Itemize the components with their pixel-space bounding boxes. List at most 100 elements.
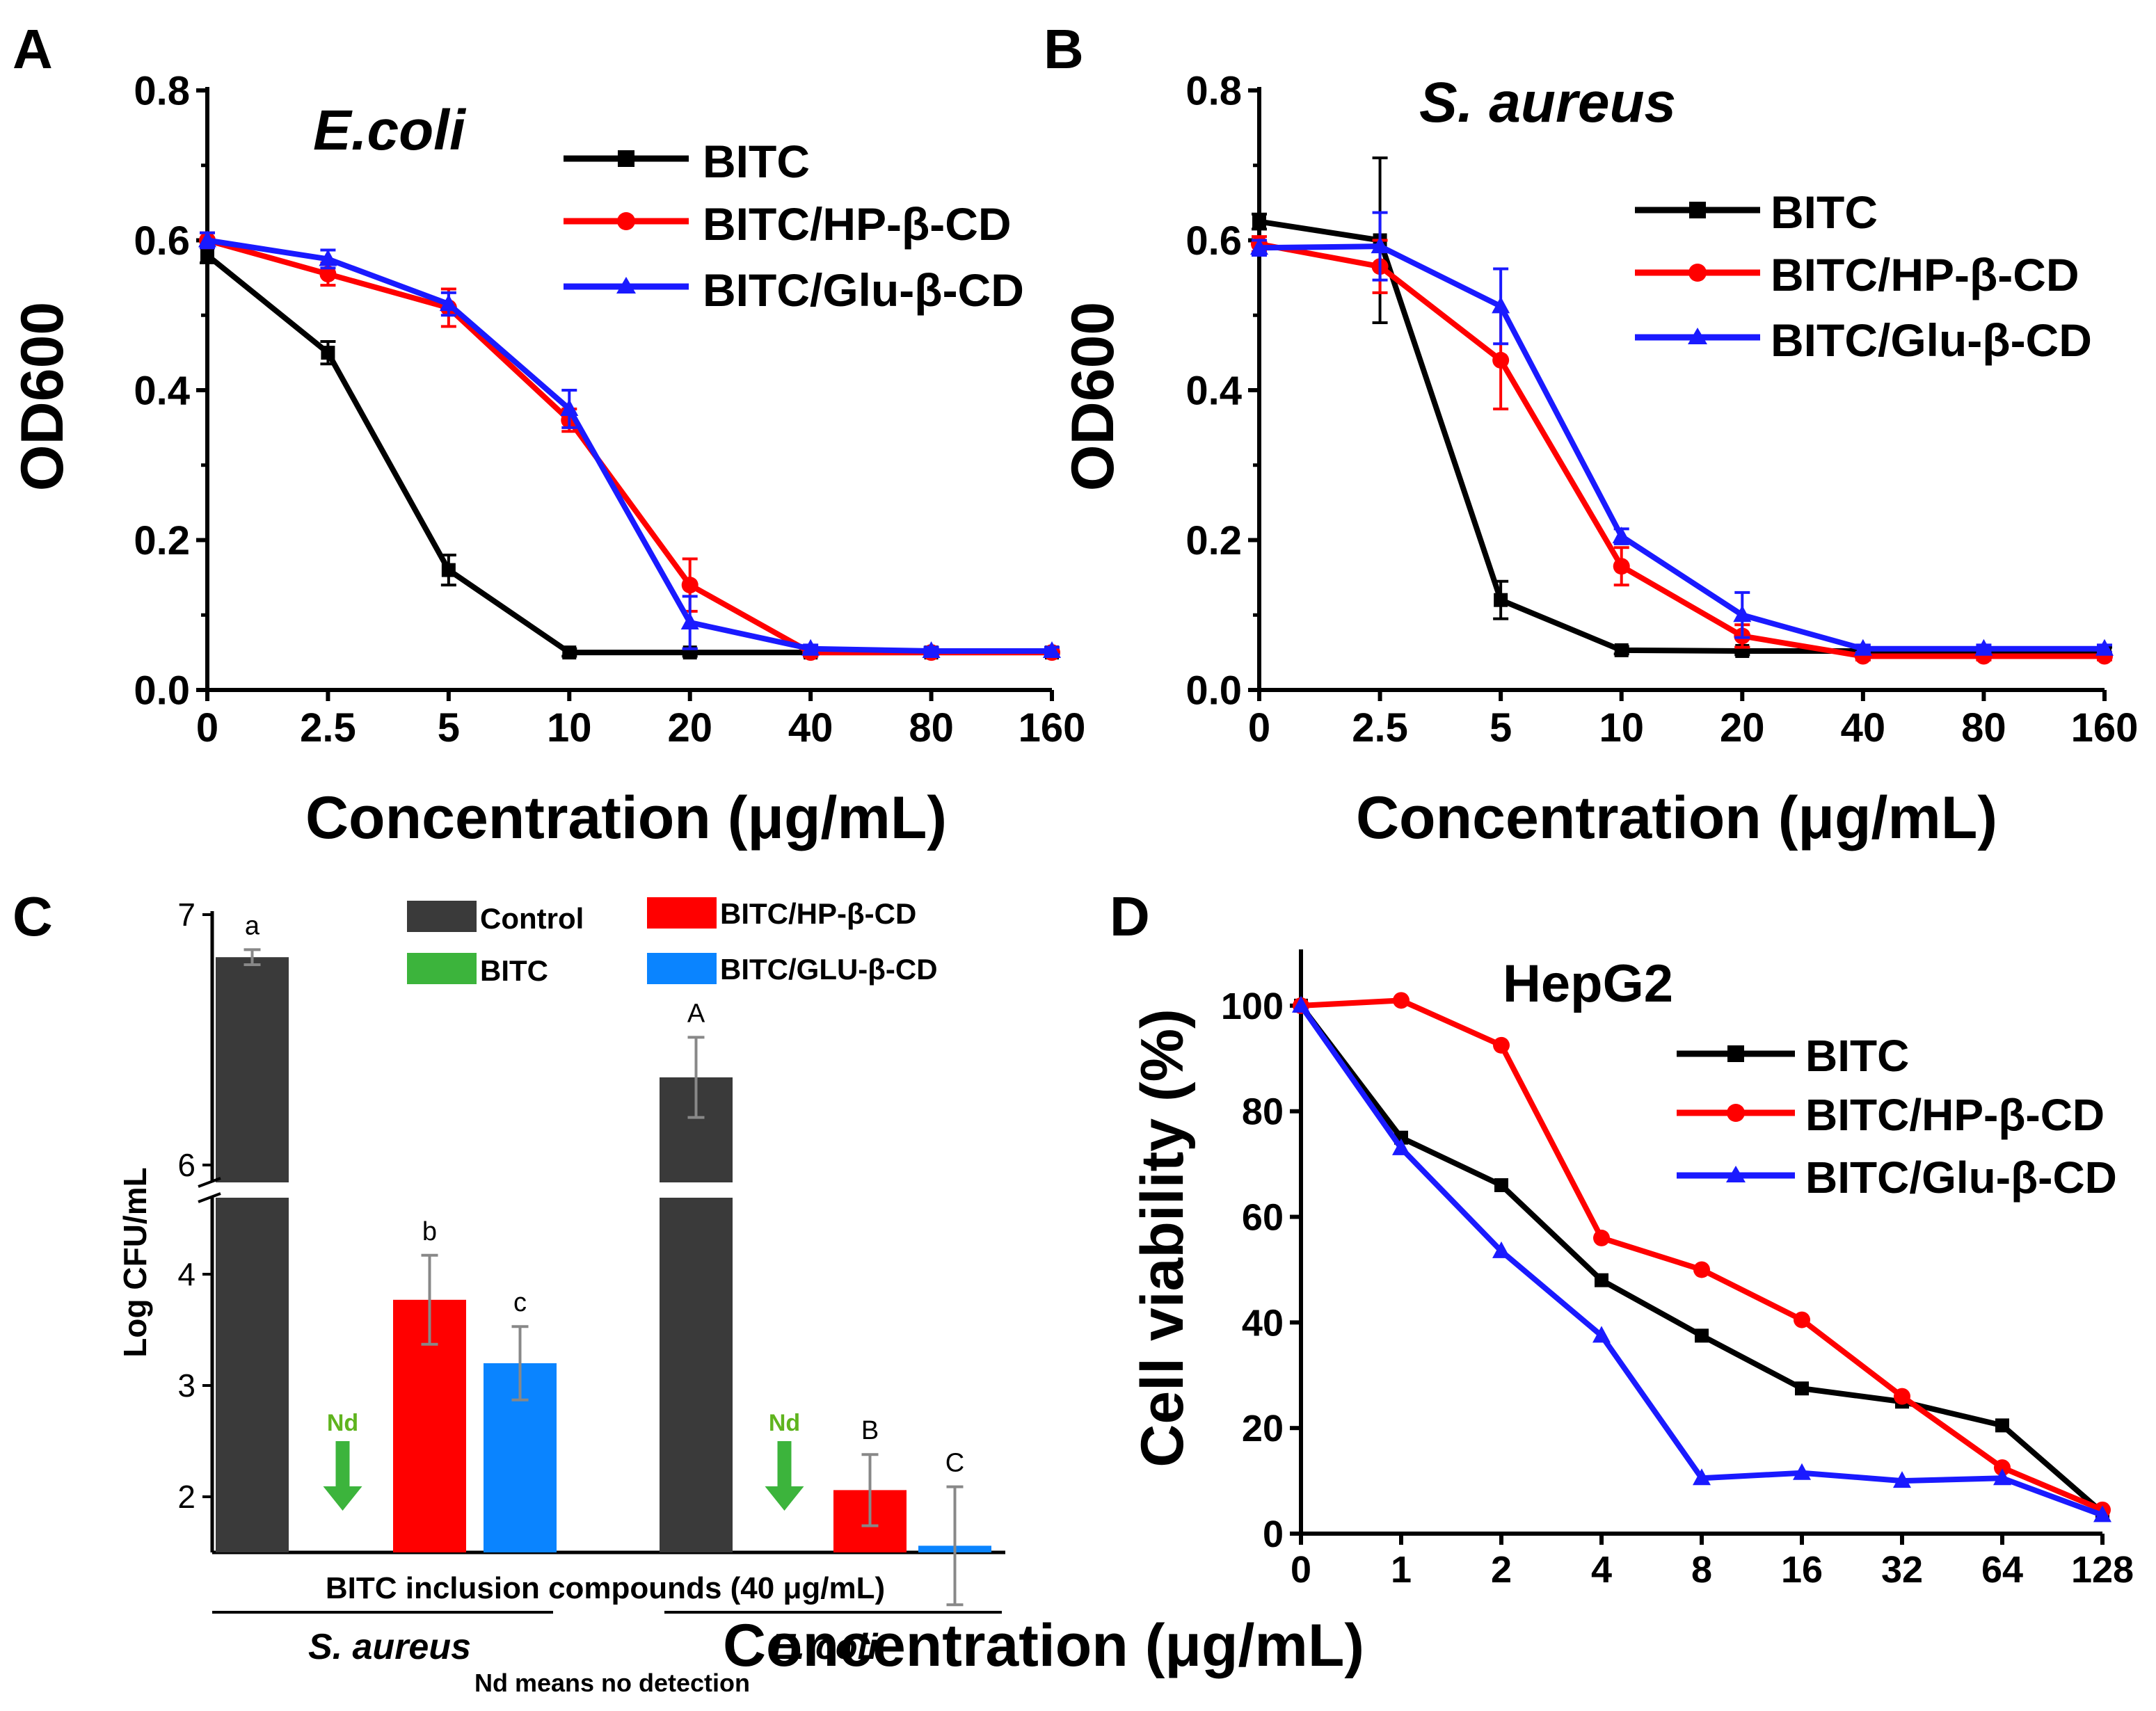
chart-d-series-2-point	[1392, 1138, 1410, 1155]
chart-c-bar	[216, 957, 289, 1552]
chart-d-series-0-point	[1494, 1178, 1508, 1192]
chart-b-series-2-point	[1853, 638, 1872, 656]
chart-a-series-2-point	[680, 613, 699, 630]
chart-a-series-1-point	[681, 577, 698, 594]
legend-b-s3: BITC/Glu-β-CD	[1771, 314, 2092, 366]
chart-c-note: Nd means no detection	[474, 1669, 750, 1697]
chart-b-ytick-label: 0.8	[1185, 68, 1242, 113]
chart-c-sig-label: a	[245, 911, 260, 940]
chart-d-xtick-label: 1	[1391, 1549, 1412, 1591]
chart-d-series-2-point	[1893, 1471, 1911, 1488]
chart-c-sig-label: A	[687, 999, 705, 1028]
chart-a-series-2-point	[439, 294, 458, 312]
chart-c-ytick-label: 4	[177, 1256, 195, 1292]
chart-d-ylabel: Cell viability (%)	[1129, 1009, 1196, 1468]
panel-label-d: D	[1110, 885, 1150, 947]
legend-swatch-glu	[647, 953, 717, 984]
chart-b-ylabel: OD600	[1060, 302, 1126, 492]
chart-c-nd-label: Nd	[769, 1410, 800, 1436]
legend-a: BITC BITC/HP-β-CD BITC/Glu-β-CD	[564, 136, 1024, 316]
chart-d-ytick-label: 60	[1242, 1196, 1284, 1238]
chart-a-series-2-point	[560, 399, 579, 416]
chart-d-xtick-label: 4	[1591, 1549, 1612, 1591]
chart-b-xtick-label: 10	[1599, 705, 1644, 750]
legend-d-s2: BITC/HP-β-CD	[1805, 1090, 2105, 1140]
chart-a-xtick-label: 80	[909, 705, 954, 750]
chart-d-series-0-point	[1995, 1418, 2009, 1433]
chart-b-title: S. aureus	[1419, 71, 1676, 134]
chart-d-series-2-point	[1693, 1468, 1711, 1486]
chart-c-sig-label: C	[945, 1449, 964, 1478]
chart-b-series-1-point	[1492, 351, 1510, 369]
chart-b-series-2-point	[2095, 638, 2114, 656]
chart-d-ytick-label: 40	[1242, 1302, 1284, 1344]
legend-a-s1: BITC	[703, 136, 810, 187]
chart-a-ytick-label: 0.8	[134, 68, 190, 113]
chart-c-sig-label: b	[422, 1217, 437, 1246]
chart-c-ytick-label: 6	[177, 1147, 195, 1183]
chart-a-ytick-label: 0.4	[134, 368, 190, 413]
chart-b-xtick-label: 80	[1961, 705, 2006, 750]
chart-a-xtick-label: 0	[196, 705, 218, 750]
chart-b-series-2-point	[1492, 296, 1510, 314]
legend-a-s3: BITC/Glu-β-CD	[703, 264, 1024, 316]
chart-c-group-s-aureus: S. aureus	[308, 1627, 471, 1667]
chart-b-series-1-line	[1259, 241, 2105, 659]
chart-d-ytick-label: 80	[1242, 1091, 1284, 1133]
chart-c-ytick-label: 3	[177, 1367, 195, 1404]
chart-b-series-0-point	[1614, 643, 1629, 657]
chart-a-series-2-point	[1043, 641, 1061, 658]
chart-c-break-mark	[198, 1177, 221, 1188]
chart-d-series-1-point	[1894, 1388, 1910, 1405]
chart-a-series-0-point	[200, 248, 214, 263]
chart-c-ytick-label: 7	[177, 897, 195, 933]
chart-a-xtick-label: 20	[667, 705, 712, 750]
chart-c-xlabel: BITC inclusion compounds (40 μg/mL)	[326, 1571, 885, 1605]
chart-b-ytick-label: 0.2	[1185, 518, 1242, 563]
chart-d-xtick-label: 32	[1881, 1549, 1923, 1591]
chart-d-series-1-line	[1300, 997, 2104, 1513]
chart-d-xtick-label: 128	[2071, 1549, 2134, 1591]
legend-swatch-control	[407, 901, 477, 932]
legend-label-bitc: BITC	[480, 954, 548, 987]
chart-b-series-2-point	[1612, 527, 1631, 544]
chart-d-series-2-point	[1292, 995, 1310, 1013]
chart-a-series-2-point	[922, 641, 941, 658]
legend-swatch-bitc	[407, 953, 477, 984]
chart-a-xtick-label: 40	[788, 705, 833, 750]
legend-b: BITC BITC/HP-β-CD BITC/Glu-β-CD	[1635, 186, 2092, 366]
panel-label-b: B	[1044, 18, 1084, 80]
chart-b-xtick-label: 40	[1841, 705, 1886, 750]
chart-a-ytick-label: 0.0	[134, 668, 190, 713]
chart-c-nd-label: Nd	[327, 1410, 358, 1436]
chart-d-title: HepG2	[1503, 954, 1673, 1013]
chart-a-xtick-label: 160	[1019, 705, 1086, 750]
chart-c-nd-arrow	[323, 1441, 362, 1511]
chart-d-xtick-label: 0	[1291, 1549, 1311, 1591]
chart-c-sig-label: c	[513, 1288, 527, 1317]
chart-c-axis-break	[197, 1182, 1011, 1198]
chart-b-xtick-label: 160	[2071, 705, 2139, 750]
legend-swatch-hp	[647, 897, 717, 929]
chart-b-xtick-label: 0	[1248, 705, 1270, 750]
chart-b-series-0-point	[1252, 214, 1266, 229]
chart-b-series-2-point	[1250, 238, 1268, 255]
chart-b-xtick-label: 5	[1490, 705, 1512, 750]
chart-a-series-2-line	[207, 237, 1052, 654]
legend-label-hp: BITC/HP-β-CD	[720, 897, 916, 930]
chart-d-series-1-point	[1693, 1261, 1710, 1278]
chart-c-ylabel: Log CFU/mL	[117, 1167, 153, 1357]
chart-a-series-2-point	[801, 638, 820, 656]
chart-d-series-0-line	[1298, 1004, 2105, 1515]
chart-d-series-1-point	[1794, 1311, 1810, 1328]
legend-a-s2: BITC/HP-β-CD	[703, 198, 1012, 250]
panel-label-c: C	[13, 885, 53, 947]
chart-c-group-e-coli: E. coli	[771, 1627, 879, 1667]
chart-a-series-0-point	[441, 563, 456, 577]
chart-d-series-2-point	[2093, 1505, 2111, 1523]
chart-d-series-0-point	[1695, 1328, 1709, 1343]
chart-d-xtick-label: 2	[1491, 1549, 1512, 1591]
legend-b-s2: BITC/HP-β-CD	[1771, 249, 2079, 300]
chart-a-xtick-label: 2.5	[300, 705, 356, 750]
